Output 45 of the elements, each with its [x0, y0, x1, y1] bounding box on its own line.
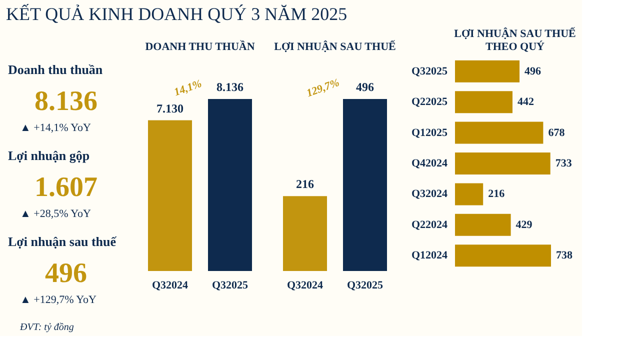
text: 8.136	[34, 86, 98, 117]
data-label: 738	[556, 250, 573, 262]
y-tick-label: Q22025	[411, 96, 448, 108]
bar	[455, 91, 512, 114]
bar	[455, 60, 520, 82]
annotation: 129,7%	[305, 76, 341, 100]
y-tick-label: Q32024	[411, 188, 448, 200]
x-tick-label: Q32024	[152, 280, 189, 292]
y-tick-label: Q42024	[411, 158, 448, 170]
x-tick-label: Q32025	[212, 280, 249, 292]
data-label: 496	[524, 65, 542, 78]
data-label: 216	[296, 177, 314, 192]
text: ▲ +129,7% YoY	[20, 294, 96, 306]
data-label: 733	[555, 158, 572, 170]
data-label: 216	[488, 188, 506, 200]
bar	[455, 214, 511, 236]
text: Doanh thu thuần	[8, 62, 104, 77]
data-label: 678	[548, 126, 566, 139]
text: ▲ +28,5% YoY	[20, 208, 91, 220]
y-tick-label: Q22024	[411, 218, 448, 231]
text: 1.607	[34, 172, 98, 203]
chart-title: LỢI NHUẬN SAU THUẾ THEO QUÝ	[454, 27, 576, 53]
text: ▲ +14,1% YoY	[20, 122, 91, 134]
chart-title: DOANH THU THUẦN	[145, 40, 255, 53]
bar	[455, 152, 550, 174]
chart-title: LỢI NHUẬN SAU THUẾ	[274, 40, 396, 53]
bar	[455, 122, 544, 144]
x-tick-label: Q32025	[346, 280, 384, 292]
x-tick-label: Q32024	[286, 280, 324, 292]
bar	[455, 183, 484, 206]
data-label: 8.136	[216, 80, 244, 94]
bar	[455, 244, 551, 267]
text: KẾT QUẢ KINH DOANH QUÝ 3 NĂM 2025	[6, 4, 348, 24]
y-tick-label: Q32025	[411, 65, 448, 78]
data-label: 429	[516, 218, 533, 231]
data-label: 442	[517, 96, 534, 108]
text: 14,1%	[172, 78, 204, 99]
data-label: 496	[356, 80, 374, 94]
y-tick-label: Q12025	[411, 126, 448, 139]
text: Lợi nhuận sau thuế	[8, 234, 118, 249]
text: ĐVT: tỷ đồng	[19, 322, 74, 333]
text: 496	[45, 258, 87, 289]
data-label: 7.130	[156, 101, 184, 116]
y-tick-label: Q12024	[411, 250, 448, 262]
text: Lợi nhuận gộp	[8, 148, 90, 163]
